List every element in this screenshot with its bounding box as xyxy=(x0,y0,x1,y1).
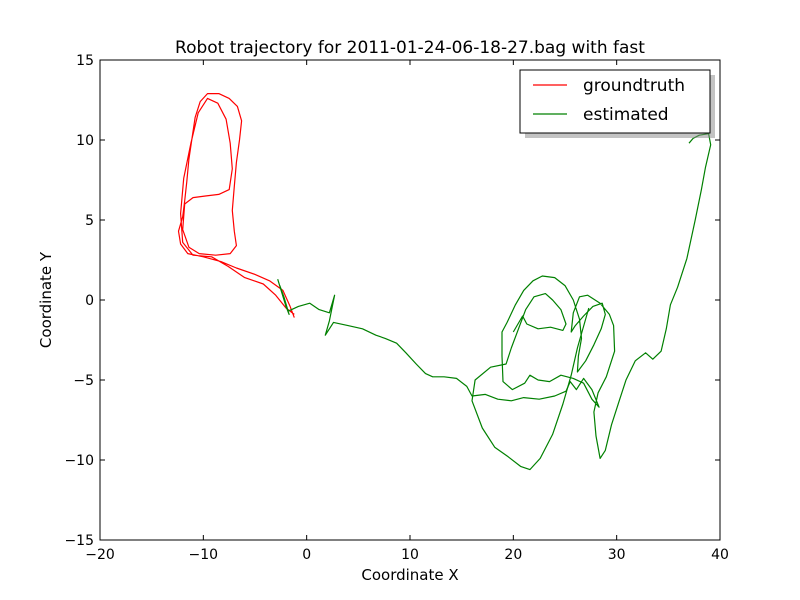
legend-box xyxy=(519,69,711,134)
y-tick-label: −5 xyxy=(73,373,94,389)
ticks-layer: −20 −10 0 10 20 30 40 −15 −10 −5 0 5 10 15 xyxy=(64,53,728,563)
y-tick-label: 0 xyxy=(85,293,94,309)
plot-area: −20 −10 0 10 20 30 40 −15 −10 −5 0 5 10 15 xyxy=(64,53,728,563)
plot-background xyxy=(100,60,720,540)
x-tick-label: −10 xyxy=(189,547,219,563)
legend-label-groundtruth: groundtruth xyxy=(583,76,685,96)
y-tick-label: 10 xyxy=(76,133,94,149)
x-tick-label: 20 xyxy=(504,547,522,563)
x-axis-label: Coordinate X xyxy=(361,566,458,584)
series-line-segment-2 xyxy=(471,293,590,471)
x-tick-label: −20 xyxy=(85,547,115,563)
y-tick-label: 15 xyxy=(76,53,94,69)
series-line-estimated xyxy=(277,133,712,459)
y-tick-label: −15 xyxy=(64,533,94,549)
x-tick-label: 30 xyxy=(608,547,626,563)
legend: groundtruth estimated xyxy=(519,69,715,138)
series-layer xyxy=(177,92,712,471)
y-axis-label: Coordinate Y xyxy=(37,251,55,348)
x-tick-label: 10 xyxy=(401,547,419,563)
y-tick-label: 5 xyxy=(85,213,94,229)
legend-label-estimated: estimated xyxy=(583,105,669,125)
series-line-groundtruth xyxy=(177,92,295,318)
y-tick-label: −10 xyxy=(64,453,94,469)
x-tick-label: 40 xyxy=(711,547,729,563)
chart-title: Robot trajectory for 2011-01-24-06-18-27… xyxy=(175,38,645,58)
x-tick-label: 0 xyxy=(302,547,311,563)
